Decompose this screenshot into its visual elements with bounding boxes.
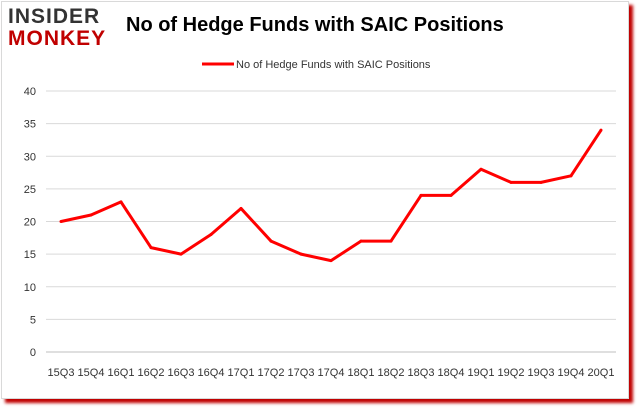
x-tick-label: 17Q3: [288, 367, 315, 379]
x-tick-label: 18Q1: [348, 367, 375, 379]
x-tick-label: 15Q3: [48, 367, 75, 379]
y-tick-label: 35: [24, 119, 36, 131]
y-tick-label: 5: [30, 314, 36, 326]
data-point: [329, 259, 333, 263]
data-point: [269, 239, 273, 243]
x-tick-label: 18Q3: [408, 367, 435, 379]
legend-label: No of Hedge Funds with SAIC Positions: [236, 59, 431, 71]
data-point: [209, 233, 213, 237]
data-point: [299, 252, 303, 256]
data-point: [359, 239, 363, 243]
x-tick-label: 18Q2: [378, 367, 405, 379]
y-tick-label: 20: [24, 217, 36, 229]
insider-monkey-logo: INSIDER MONKEY: [8, 6, 120, 52]
data-point: [509, 180, 513, 184]
data-point: [479, 167, 483, 171]
x-tick-label: 17Q2: [258, 367, 285, 379]
y-axis-ticks: 0 5 10 15 20 25 30 35 40: [24, 86, 36, 359]
x-tick-label: 16Q4: [198, 367, 225, 379]
logo-line-2: MONKEY: [8, 27, 107, 50]
legend: No of Hedge Funds with SAIC Positions: [202, 59, 431, 71]
data-point: [89, 213, 93, 217]
x-tick-label: 19Q3: [528, 367, 555, 379]
gridlines: [46, 90, 616, 353]
x-tick-label: 19Q2: [498, 367, 525, 379]
data-point: [389, 239, 393, 243]
data-point: [239, 206, 243, 210]
data-point: [419, 193, 423, 197]
y-tick-label: 40: [24, 86, 36, 98]
logo-line-1: INSIDER: [8, 5, 101, 28]
x-tick-label: 17Q4: [318, 367, 345, 379]
data-point: [449, 193, 453, 197]
data-point: [119, 200, 123, 204]
data-point: [569, 174, 573, 178]
x-tick-label: 16Q1: [108, 367, 135, 379]
data-point: [539, 180, 543, 184]
series-group: [59, 128, 603, 263]
x-tick-label: 16Q3: [168, 367, 195, 379]
data-point: [59, 220, 63, 223]
y-tick-label: 30: [24, 151, 36, 163]
y-tick-label: 25: [24, 184, 36, 196]
y-tick-label: 15: [24, 249, 36, 261]
x-tick-label: 16Q2: [138, 367, 165, 379]
data-point: [599, 128, 603, 132]
x-tick-label: 20Q1: [588, 367, 615, 379]
x-axis-ticks: 15Q3 15Q4 16Q1 16Q2 16Q3 16Q4 17Q1 17Q2 17Q3 17Q4…: [48, 367, 615, 379]
chart-frame: [1, 1, 629, 399]
y-tick-label: 10: [24, 282, 36, 294]
data-point: [179, 252, 183, 256]
x-tick-label: 19Q4: [558, 367, 585, 379]
x-tick-label: 18Q4: [438, 367, 465, 379]
y-tick-label: 0: [30, 347, 36, 359]
x-tick-label: 15Q4: [78, 367, 105, 379]
x-tick-label: 17Q1: [228, 367, 255, 379]
series-line: [60, 129, 603, 263]
x-tick-label: 19Q1: [468, 367, 495, 379]
chart-title: No of Hedge Funds with SAIC Positions: [126, 14, 504, 36]
data-point: [149, 246, 153, 250]
